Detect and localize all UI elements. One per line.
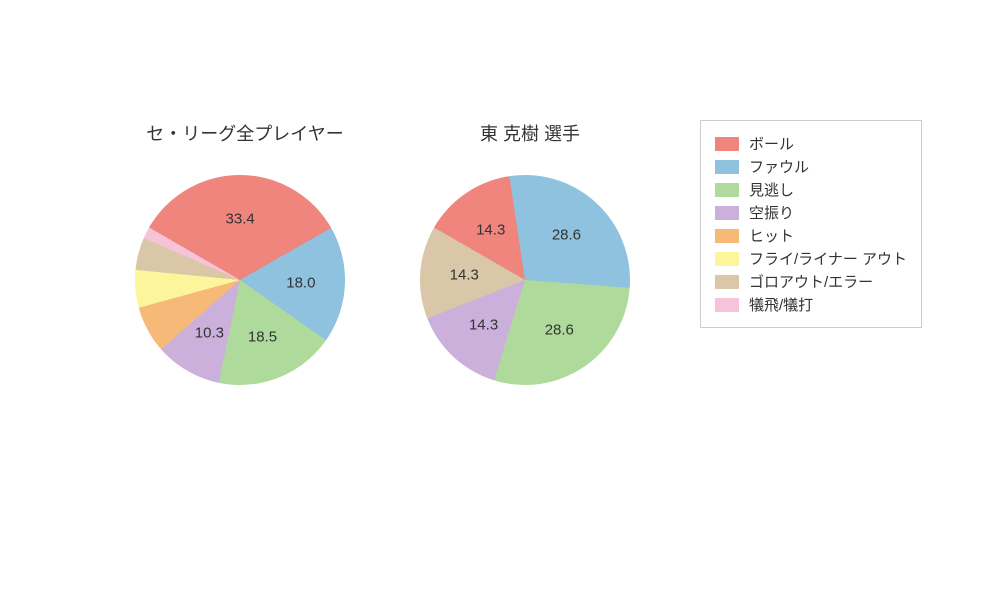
pie-disc	[135, 175, 345, 385]
pie-title-right: 東 克樹 選手	[400, 120, 660, 146]
legend-label-karaburi: 空振り	[749, 202, 794, 223]
legend-label-foul: ファウル	[749, 156, 809, 177]
legend-item-gida: 犠飛/犠打	[715, 294, 907, 315]
legend-swatch-karaburi	[715, 206, 739, 220]
legend-item-karaburi: 空振り	[715, 202, 907, 223]
legend-swatch-ball	[715, 137, 739, 151]
legend-label-goro: ゴロアウト/エラー	[749, 271, 873, 292]
chart-stage: セ・リーグ全プレイヤー 東 克樹 選手 33.418.018.510.3 14.…	[0, 0, 1000, 600]
legend-swatch-gida	[715, 298, 739, 312]
legend-swatch-foul	[715, 160, 739, 174]
legend: ボールファウル見逃し空振りヒットフライ/ライナー アウトゴロアウト/エラー犠飛/…	[700, 120, 922, 328]
legend-item-foul: ファウル	[715, 156, 907, 177]
legend-item-ball: ボール	[715, 133, 907, 154]
legend-label-flyliner: フライ/ライナー アウト	[749, 248, 907, 269]
legend-item-flyliner: フライ/ライナー アウト	[715, 248, 907, 269]
legend-label-minogashi: 見逃し	[749, 179, 794, 200]
pie-chart-right: 14.328.628.614.314.3	[420, 175, 630, 385]
pie-disc	[420, 175, 630, 385]
legend-swatch-flyliner	[715, 252, 739, 266]
legend-label-gida: 犠飛/犠打	[749, 294, 813, 315]
pie-title-left: セ・リーグ全プレイヤー	[115, 120, 375, 146]
legend-label-ball: ボール	[749, 133, 794, 154]
legend-label-hit: ヒット	[749, 225, 794, 246]
legend-swatch-hit	[715, 229, 739, 243]
legend-swatch-goro	[715, 275, 739, 289]
legend-item-goro: ゴロアウト/エラー	[715, 271, 907, 292]
legend-item-hit: ヒット	[715, 225, 907, 246]
legend-swatch-minogashi	[715, 183, 739, 197]
legend-item-minogashi: 見逃し	[715, 179, 907, 200]
pie-chart-left: 33.418.018.510.3	[135, 175, 345, 385]
